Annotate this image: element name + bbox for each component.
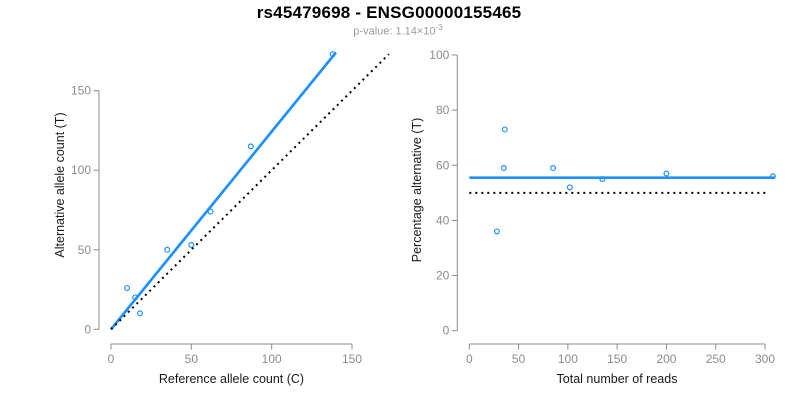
x-axis-title: Reference allele count (C)	[159, 372, 304, 386]
y-tick-label: 0	[84, 322, 91, 336]
data-point	[566, 184, 573, 191]
y-tick-label: 40	[436, 213, 450, 227]
x-tick-label: 300	[755, 352, 775, 366]
y-tick-label: 0	[443, 324, 450, 338]
x-axis-title: Total number of reads	[557, 372, 678, 386]
data-point	[493, 228, 500, 235]
data-point	[164, 246, 171, 253]
fit-line	[109, 51, 337, 331]
x-tick-label: 50	[185, 352, 199, 366]
data-point	[124, 284, 131, 291]
plot-reads-vs-percentage: 0 50 100 150 200 250 300 0 20 40 60 80 100 Total numb…	[410, 48, 776, 386]
y-tick-label: 150	[71, 84, 91, 98]
data-point	[188, 241, 195, 248]
pvalue-exponent: -3	[435, 23, 443, 32]
data-point	[136, 310, 143, 317]
x-tick-label: 50	[512, 352, 526, 366]
y-tick-label: 100	[71, 163, 91, 177]
plot-ref-vs-alt-count: 0 50 100 150 0 50 100 150 Reference allele count…	[53, 51, 390, 386]
x-tick-label: 150	[607, 352, 627, 366]
data-point	[501, 126, 508, 133]
y-tick-label: 80	[436, 103, 450, 117]
y-tick-label: 60	[436, 158, 450, 172]
y-tick-label: 100	[429, 48, 449, 62]
x-tick-label: 0	[108, 352, 115, 366]
x-tick-label: 0	[466, 352, 473, 366]
y-tick-label: 50	[78, 243, 92, 257]
x-tick-label: 100	[558, 352, 578, 366]
data-point	[663, 170, 670, 177]
data-point	[247, 143, 254, 150]
y-axis-title: Percentage alternative (T)	[410, 118, 424, 263]
pvalue-subtitle: p-value: 1.14×10-3	[0, 23, 796, 38]
x-tick-label: 250	[706, 352, 726, 366]
data-point	[550, 165, 557, 172]
x-tick-label: 200	[656, 352, 676, 366]
figure-title: rs45479698 - ENSG00000155465	[256, 3, 522, 22]
x-tick-label: 100	[262, 352, 282, 366]
pvalue-text: p-value: 1.14×10	[353, 25, 436, 38]
y-tick-label: 20	[436, 269, 450, 283]
identity-line	[110, 53, 390, 331]
y-axis-title: Alternative allele count (T)	[53, 112, 67, 257]
x-tick-label: 150	[342, 352, 362, 366]
data-point	[500, 165, 507, 172]
